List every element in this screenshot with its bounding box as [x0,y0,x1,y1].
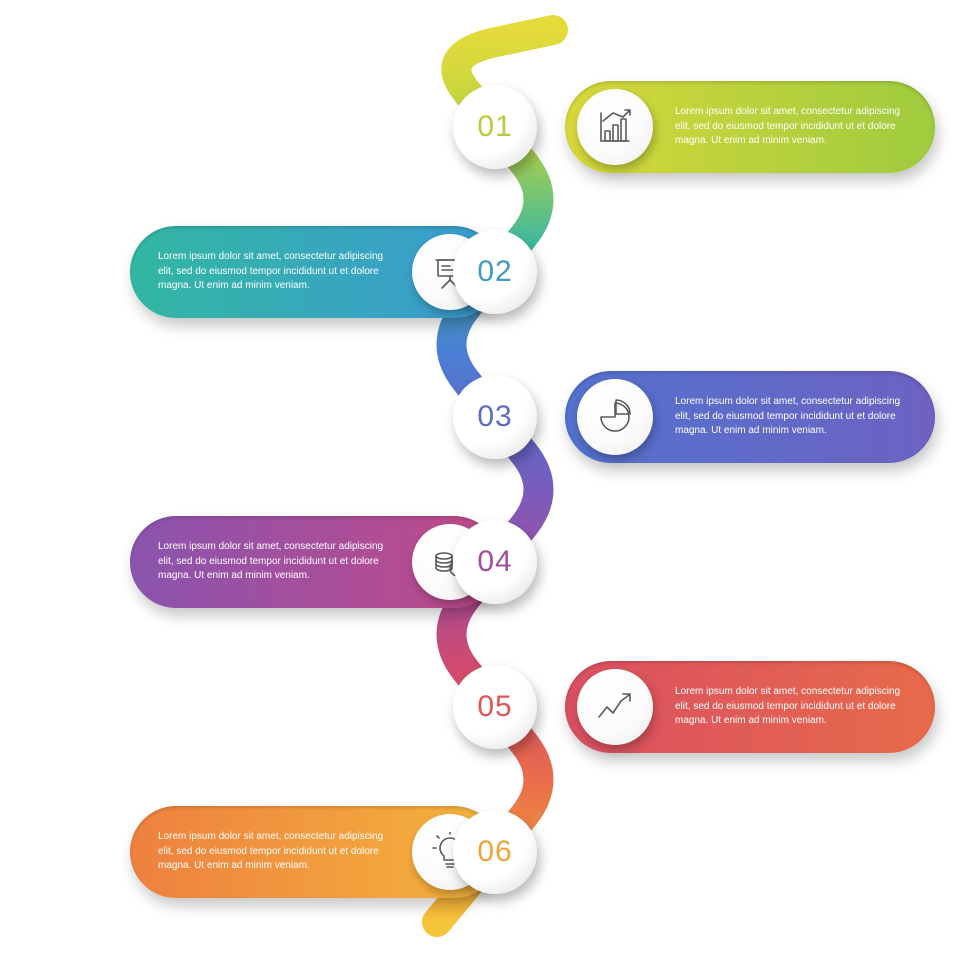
step-body-text: Lorem ipsum dolor sit amet, consectetur … [158,540,390,584]
step-number-label: 01 [477,110,512,144]
step-02-pill: Lorem ipsum dolor sit amet, consectetur … [130,226,500,318]
step-01-pill: Lorem ipsum dolor sit amet, consectetur … [565,81,935,173]
step-02-number-circle: 02 [453,230,537,314]
step-06-pill: Lorem ipsum dolor sit amet, consectetur … [130,806,500,898]
step-04-number-circle: 04 [453,520,537,604]
pie-chart-icon [577,379,653,455]
step-01-number-circle: 01 [453,85,537,169]
step-number-label: 04 [477,545,512,579]
step-03-pill: Lorem ipsum dolor sit amet, consectetur … [565,371,935,463]
step-number-label: 06 [477,835,512,869]
infographic-canvas: 01 Lorem ipsum dolor sit amet, consectetu… [0,0,980,980]
step-number-label: 05 [477,690,512,724]
step-body-text: Lorem ipsum dolor sit amet, consectetur … [675,685,907,729]
step-04-pill: Lorem ipsum dolor sit amet, consectetur … [130,516,500,608]
step-05-number-circle: 05 [453,665,537,749]
step-body-text: Lorem ipsum dolor sit amet, consectetur … [158,250,390,294]
barchart-arrow-icon [577,89,653,165]
step-body-text: Lorem ipsum dolor sit amet, consectetur … [675,395,907,439]
step-number-label: 03 [477,400,512,434]
step-03-number-circle: 03 [453,375,537,459]
step-05-pill: Lorem ipsum dolor sit amet, consectetur … [565,661,935,753]
step-number-label: 02 [477,255,512,289]
step-body-text: Lorem ipsum dolor sit amet, consectetur … [675,105,907,149]
trend-arrow-icon [577,669,653,745]
step-06-number-circle: 06 [453,810,537,894]
step-body-text: Lorem ipsum dolor sit amet, consectetur … [158,830,390,874]
